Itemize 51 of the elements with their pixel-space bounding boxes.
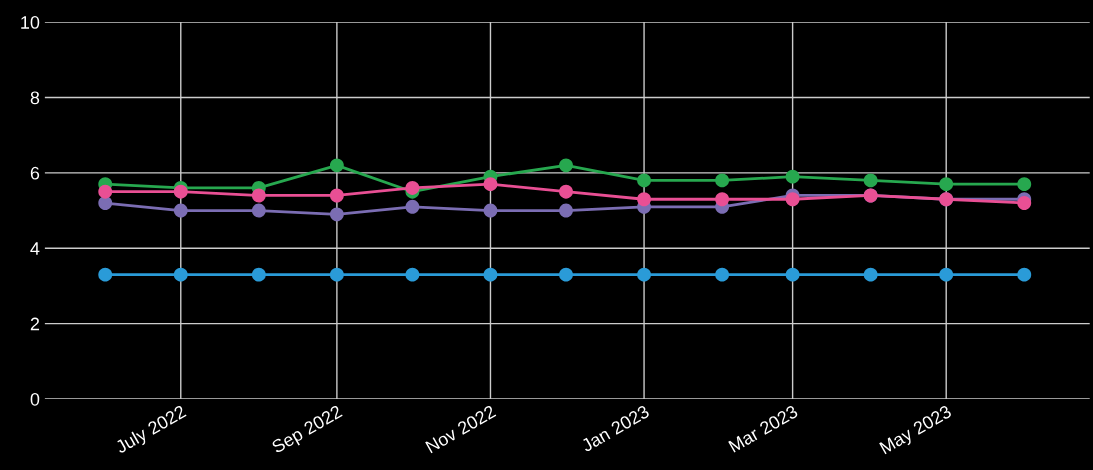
point (329, 207, 344, 222)
point (559, 203, 573, 218)
point (863, 267, 878, 282)
point (98, 196, 113, 210)
x-tick-label: May 2023 (879, 404, 954, 458)
x-tick-label: Mar 2023 (728, 404, 799, 453)
y-tick-label: 8 (30, 91, 40, 105)
point (559, 158, 573, 173)
point (939, 267, 954, 282)
y-tick-label: 0 (30, 392, 40, 406)
y-tick-label: 10 (21, 16, 40, 29)
point (98, 267, 113, 282)
y-tick-label: 2 (30, 317, 40, 331)
point (1017, 196, 1032, 210)
point (939, 177, 954, 192)
x-tick-label: July 2022 (114, 404, 189, 457)
point (483, 203, 498, 218)
point (637, 173, 652, 188)
point (785, 192, 800, 207)
point (173, 184, 188, 199)
point (173, 203, 188, 218)
point (483, 267, 498, 282)
x-tick-label: Sep 2022 (270, 404, 345, 457)
x-tick-label: Jan 2023 (580, 404, 651, 453)
point (559, 184, 573, 199)
y-tick-label: 4 (30, 242, 40, 255)
point (251, 188, 266, 203)
point (405, 199, 420, 214)
point (173, 267, 188, 282)
x-tick-label: Nov 2022 (425, 404, 497, 454)
point (715, 192, 730, 207)
point (785, 169, 800, 184)
point (863, 173, 878, 188)
point (329, 188, 344, 203)
point (483, 177, 498, 192)
point (637, 267, 652, 282)
point (98, 184, 113, 199)
point (637, 192, 652, 207)
point (251, 203, 266, 218)
point (785, 267, 800, 282)
point (715, 267, 730, 282)
y-tick-label: 6 (30, 166, 40, 180)
point (329, 267, 344, 282)
point (715, 173, 730, 188)
point (559, 267, 573, 282)
point (1017, 267, 1032, 282)
point (405, 181, 420, 195)
point (405, 267, 420, 282)
point (329, 158, 344, 173)
point (251, 267, 266, 282)
point (1017, 177, 1032, 192)
